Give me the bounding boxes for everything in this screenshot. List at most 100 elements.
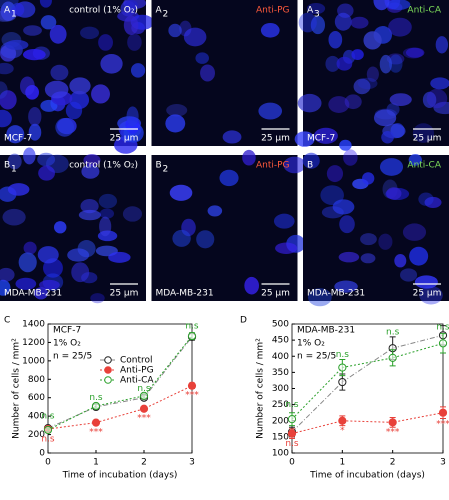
cell-nucleus [99,208,115,219]
annotation: n.s [285,439,299,449]
y-tick-label: 300 [272,384,289,394]
info-text: 1% O₂ [53,339,81,349]
cell-nucleus [258,102,283,120]
scale-label: 25 µm [261,134,290,144]
cell-nucleus [424,196,442,209]
data-point [388,418,397,427]
cell-nucleus [78,209,101,221]
y-tick-label: 0 [39,449,45,459]
cell-nucleus [83,154,101,167]
cell-nucleus [419,286,443,305]
y-tick-label: 600 [28,393,45,403]
cell-nucleus [98,34,113,51]
scale-label: 25 µm [110,134,139,144]
panel-letter: A [307,6,314,16]
cell-nucleus [379,158,404,176]
cell-nucleus [310,15,326,35]
cell-nucleus [362,172,375,185]
cell-nucleus [40,99,58,112]
data-point [43,425,53,435]
cell-nucleus [334,12,352,31]
cell-nucleus [44,80,69,99]
stain-label: Anti-PG [256,161,290,171]
annotation: n.s [336,350,350,360]
panel-letter: C [4,316,10,326]
scale-label: 25 µm [413,134,442,144]
data-point [287,429,297,438]
x-axis-label: Time of incubation (days) [309,471,425,481]
annotation: n.s [436,323,449,333]
legend-marker [104,366,112,374]
cell-nucleus [351,49,364,60]
cell-nucleus [99,216,112,237]
cell-nucleus [435,36,449,54]
cell-nucleus [328,96,350,113]
cell-nucleus [127,33,142,51]
cell-nucleus [302,152,320,169]
x-tick-label: 1 [339,458,345,468]
annotation: n.s [41,435,55,445]
data-point [187,331,197,341]
y-tick-label: 200 [272,416,289,426]
annotation: n.s [285,400,299,410]
cell-nucleus [69,77,91,95]
cell-nucleus [55,117,75,137]
panel-letter: A [4,6,11,16]
cell-line: MCF-7 [4,134,32,144]
cell-nucleus [433,101,449,115]
cell-nucleus [294,131,315,147]
cell-nucleus [386,187,402,200]
cell-nucleus [166,104,188,117]
cell-nucleus [297,93,322,113]
cell-line: MDA-MB-231 [156,289,214,299]
cell-nucleus [388,17,412,37]
cell-nucleus [90,293,105,304]
cell-nucleus [0,279,11,296]
info-text: n = 25/5 [53,352,92,362]
data-point [91,418,101,427]
panel-subscript: 1 [11,10,17,20]
cell-nucleus [37,246,59,264]
x-tick-label: 2 [390,458,396,468]
cell-nucleus [50,64,69,81]
cell-nucleus [357,77,378,90]
legend-marker [104,376,112,384]
cell-nucleus [23,241,37,255]
data-point [388,353,397,362]
y-tick-label: 100 [272,449,289,459]
cell-nucleus [65,101,83,120]
cell-nucleus [165,114,186,133]
cell-nucleus [7,153,22,170]
cell-line: MCF-7 [307,134,335,144]
cell-nucleus [169,184,193,201]
cell-nucleus [339,215,355,234]
cell-nucleus [313,127,338,144]
data-point [338,377,347,387]
series-line [291,412,444,435]
cell-nucleus [360,233,377,246]
y-tick-label: 250 [272,400,289,410]
annotation: n.s [41,412,55,422]
cell-nucleus [378,233,393,250]
cell-nucleus [80,26,100,40]
cell-nucleus [366,66,379,82]
data-point [438,408,448,417]
cell-nucleus [122,206,143,222]
cell-nucleus [379,54,392,74]
cell-nucleus [49,24,67,44]
annotation: *** [436,419,449,429]
cell-nucleus [0,62,14,75]
cell-nucleus [390,123,405,138]
scale-label: 25 µm [261,289,290,299]
legend-marker [104,356,112,364]
cell-nucleus [336,56,353,71]
cell-nucleus [34,287,48,300]
cell-nucleus [350,16,369,29]
annotation: n.s [137,384,151,394]
cell-nucleus [39,279,60,290]
x-tick-label: 3 [440,458,446,468]
cell-nucleus [405,47,425,58]
cell-nucleus [15,277,37,290]
panel-subscript: 3 [314,10,320,20]
cell-nucleus [363,31,382,50]
